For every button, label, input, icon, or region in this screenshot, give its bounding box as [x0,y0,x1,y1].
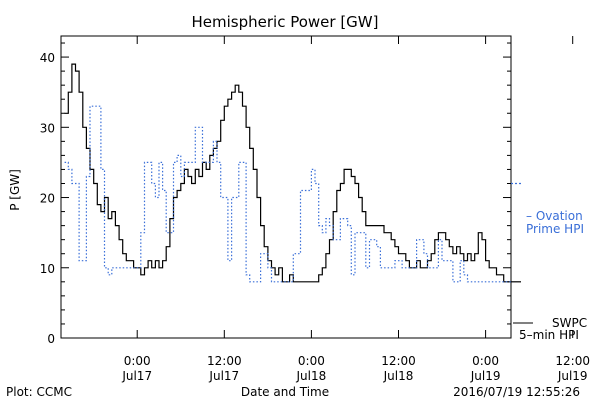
x-tick-label-time: 12:00 [381,354,416,368]
legend-swpc-line2: 5–min HPI [519,328,579,342]
y-tick-label: 20 [40,192,55,206]
plot-frame [60,35,512,339]
y-axis: 0 10 20 30 40 [40,42,511,346]
x-tick-label-time: 0:00 [124,354,151,368]
swpc-series-line [64,63,511,283]
series-layer [64,63,521,283]
x-tick-label-time: 0:00 [472,354,499,368]
y-tick-label: 0 [47,332,55,346]
x-tick-label-date: Jul19 [557,369,588,383]
x-tick-label-date: Jul17 [208,369,239,383]
x-tick-label-time: 0:00 [298,354,325,368]
y-tick-label: 30 [40,121,55,135]
x-tick-label-time: 12:00 [207,354,242,368]
x-tick-label-time: 12:00 [555,354,590,368]
x-tick-label-date: Jul18 [296,369,327,383]
y-tick-label: 10 [40,262,55,276]
legend-ovation-line2: Prime HPI [526,222,584,236]
ovation-series-line [64,105,511,283]
plot-border [60,35,512,339]
legend-swpc-line1: SWPC [552,316,587,330]
legend-ovation-line1: – Ovation [526,209,583,223]
x-tick-label-date: Jul18 [383,369,414,383]
x-tick-label-date: Jul17 [121,369,152,383]
footer-plot-credit: Plot: CCMC [6,385,72,399]
x-axis: 0:00Jul1712:00Jul170:00Jul1812:00Jul180:… [121,36,590,383]
chart-title: Hemispheric Power [GW] [192,13,379,31]
y-tick-label: 40 [40,51,55,65]
x-axis-label: Date and Time [241,385,329,399]
x-tick-label-date: Jul19 [470,369,501,383]
y-axis-label: P [GW] [8,169,22,211]
footer-timestamp: 2016/07/19 12:55:26 [453,385,580,399]
